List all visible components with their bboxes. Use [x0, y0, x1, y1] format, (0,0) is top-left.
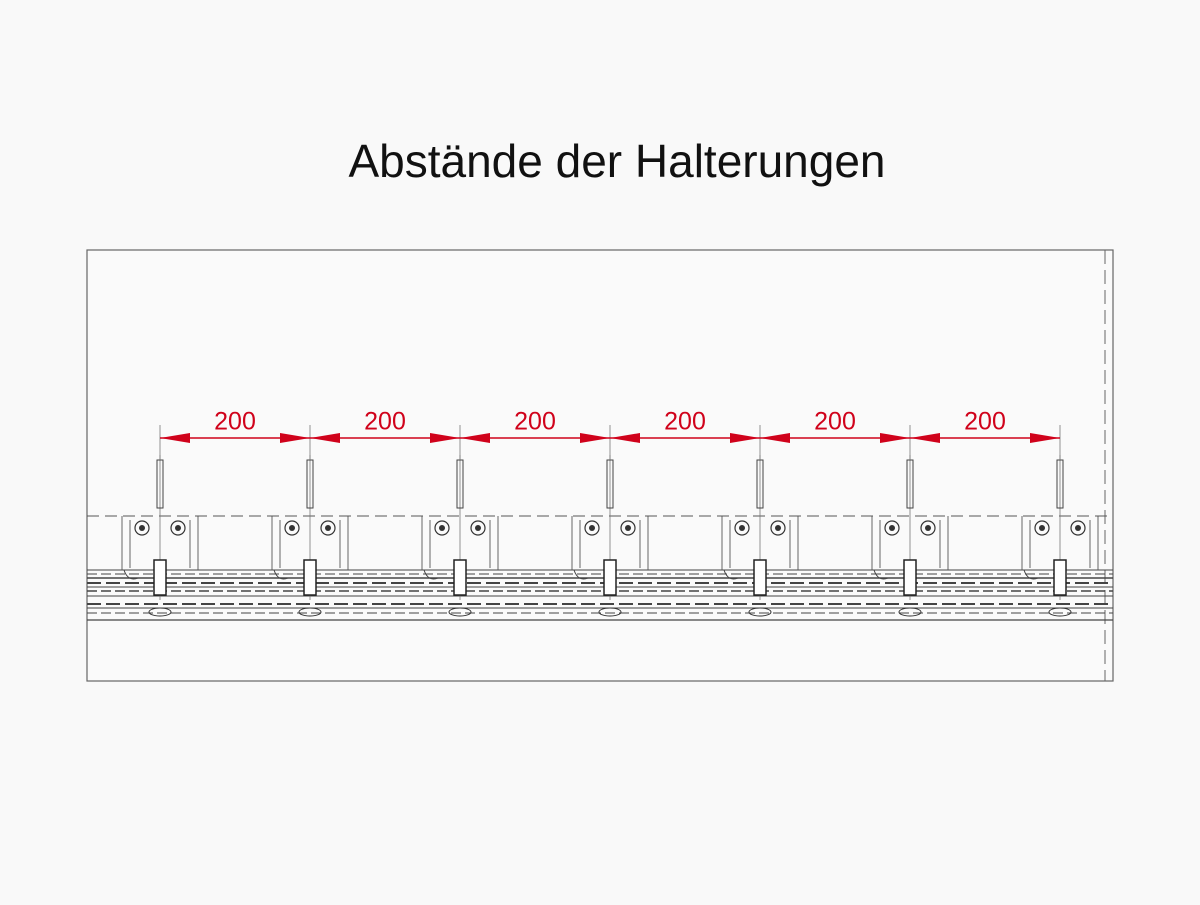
dimension-label: 200: [964, 408, 1006, 436]
bolt: [153, 559, 167, 596]
hook: [873, 569, 889, 580]
screw: [434, 520, 450, 536]
bolt: [603, 559, 617, 596]
bolt-foot: [1048, 607, 1072, 617]
arrow-head: [310, 433, 340, 443]
brackets: [121, 425, 1099, 617]
screw-core: [925, 525, 931, 531]
screw: [1034, 520, 1050, 536]
dimensions: 200 200 200 200 200 200: [160, 408, 1060, 443]
bolt-foot: [898, 607, 922, 617]
screw: [134, 520, 150, 536]
arrow-head: [1030, 433, 1060, 443]
hook: [1023, 569, 1039, 580]
screw: [770, 520, 786, 536]
bolt-foot: [148, 607, 172, 617]
screw: [320, 520, 336, 536]
hook: [723, 569, 739, 580]
screw-core: [289, 525, 295, 531]
hook: [123, 569, 139, 580]
arrow-head: [460, 433, 490, 443]
arrow-head: [760, 433, 790, 443]
bracket: [121, 516, 199, 570]
screw: [584, 520, 600, 536]
dimension-label: 200: [364, 408, 406, 436]
arrow-head: [910, 433, 940, 443]
screw-core: [439, 525, 445, 531]
screw: [620, 520, 636, 536]
bolt: [453, 559, 467, 596]
arrow-head: [280, 433, 310, 443]
bolt-foot: [598, 607, 622, 617]
screw-core: [625, 525, 631, 531]
screw-core: [775, 525, 781, 531]
screw-core: [589, 525, 595, 531]
rails: [87, 569, 1113, 621]
dimension-label: 200: [814, 408, 856, 436]
screw-core: [739, 525, 745, 531]
hook: [573, 569, 589, 580]
screw-core: [889, 525, 895, 531]
screw: [734, 520, 750, 536]
screw: [884, 520, 900, 536]
bracket: [721, 516, 799, 570]
bracket: [421, 516, 499, 570]
dimension-label: 200: [514, 408, 556, 436]
bracket: [1021, 516, 1099, 570]
bracket: [271, 516, 349, 570]
screw: [170, 520, 186, 536]
screw: [920, 520, 936, 536]
bracket: [571, 516, 649, 570]
arrow-head: [160, 433, 190, 443]
bolt-foot: [448, 607, 472, 617]
arrow-head: [730, 433, 760, 443]
hook: [423, 569, 439, 580]
screw-core: [325, 525, 331, 531]
drawing-frame: [86, 249, 1114, 682]
bolt: [903, 559, 917, 596]
screw-core: [139, 525, 145, 531]
dimension-label: 200: [214, 408, 256, 436]
bolt-foot: [298, 607, 322, 617]
hook: [273, 569, 289, 580]
bolt: [1053, 559, 1067, 596]
bolt: [753, 559, 767, 596]
screw-core: [175, 525, 181, 531]
bolt-foot: [748, 607, 772, 617]
screw: [1070, 520, 1086, 536]
arrow-head: [430, 433, 460, 443]
arrow-head: [580, 433, 610, 443]
bolt: [303, 559, 317, 596]
arrow-head: [610, 433, 640, 443]
title: Abstände der Halterungen: [348, 135, 885, 187]
screw-core: [1039, 525, 1045, 531]
bracket: [871, 516, 949, 570]
screw-core: [475, 525, 481, 531]
screw: [470, 520, 486, 536]
arrow-head: [880, 433, 910, 443]
screw-core: [1075, 525, 1081, 531]
screw: [284, 520, 300, 536]
dimension-label: 200: [664, 408, 706, 436]
